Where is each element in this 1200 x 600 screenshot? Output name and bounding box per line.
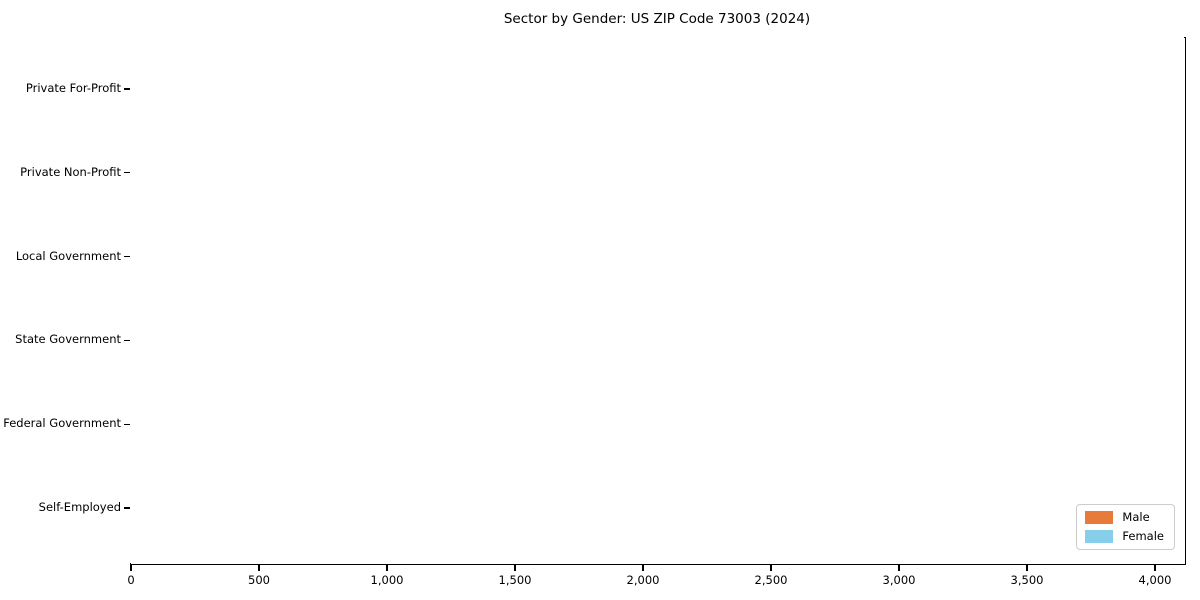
xtick-mark [514, 564, 516, 571]
ytick-mark [124, 339, 130, 342]
ytick-mark [124, 88, 130, 90]
xtick-mark [258, 564, 260, 571]
xtick-label: 500 [248, 573, 270, 587]
ytick-label: Private For-Profit [25, 81, 121, 95]
bar-female-5 [131, 509, 216, 537]
bar-female-2 [131, 257, 253, 286]
xtick-mark [1026, 564, 1028, 571]
xtick-mark [642, 564, 644, 571]
xtick-label: 1,000 [370, 573, 404, 587]
ytick-label: State Government [15, 332, 121, 347]
xtick-label: 2,500 [754, 573, 788, 587]
ytick-label: Private Non-Profit [20, 164, 121, 179]
bar-male-4 [131, 397, 226, 426]
xtick-mark [898, 564, 900, 571]
xtick-label: 0 [127, 573, 135, 587]
bar-female-3 [131, 341, 240, 370]
ytick-label: Self-Employed [38, 500, 121, 514]
xtick-mark [386, 564, 388, 571]
ytick-mark [124, 172, 130, 174]
bar-female-0 [131, 90, 1099, 118]
bar-male-5 [131, 481, 220, 509]
bar-male-2 [131, 229, 235, 258]
xtick-mark [1154, 564, 1156, 571]
chart-title: Sector by Gender: US ZIP Code 73003 (202… [503, 11, 811, 27]
bar-male-1 [131, 145, 236, 174]
ytick-label: Federal Government [3, 416, 121, 431]
plot-area [130, 37, 1186, 565]
bar-female-1 [131, 173, 293, 202]
ytick-label: Local Government [15, 248, 121, 263]
xtick-label: 1,500 [498, 573, 532, 587]
ytick-mark [124, 255, 130, 258]
bar-male-0 [131, 62, 1136, 90]
xtick-label: 2,000 [626, 573, 660, 587]
bar-female-4 [131, 425, 158, 454]
xtick-mark [130, 564, 132, 571]
xtick-label: 4,000 [1138, 573, 1172, 587]
bar-male-3 [131, 313, 224, 342]
xtick-label: 3,500 [1010, 573, 1044, 587]
ytick-mark [124, 507, 130, 509]
xtick-label: 3,000 [882, 573, 916, 587]
xtick-mark [770, 564, 772, 571]
ytick-mark [124, 423, 130, 425]
